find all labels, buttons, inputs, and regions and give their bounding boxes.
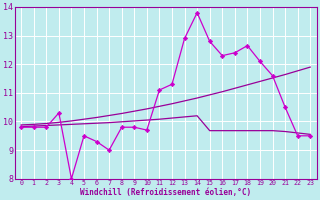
X-axis label: Windchill (Refroidissement éolien,°C): Windchill (Refroidissement éolien,°C) bbox=[80, 188, 251, 197]
